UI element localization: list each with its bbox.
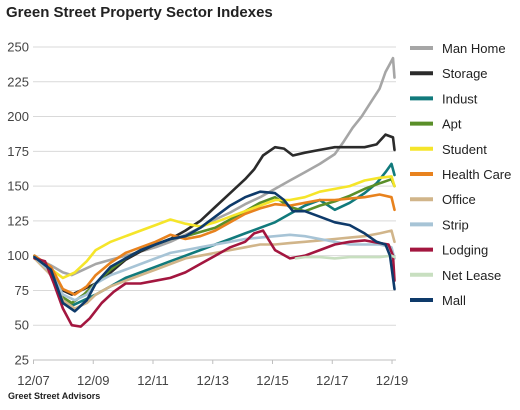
legend-label-strip: Strip <box>442 217 469 232</box>
legend-label-mall: Mall <box>442 293 466 308</box>
series-line-storage <box>33 133 396 296</box>
source-note: Greet Street Advisors <box>8 391 101 401</box>
series-line-man-home <box>33 56 396 277</box>
legend-label-apt: Apt <box>442 117 462 132</box>
y-tick-label: 125 <box>7 213 29 228</box>
x-tick-label: 12/07 <box>17 373 50 388</box>
legend-label-man-home: Man Home <box>442 41 506 56</box>
y-tick-label: 50 <box>15 318 29 333</box>
legend-label-health-care: Health Care <box>442 167 511 182</box>
series-line-mall <box>33 190 396 313</box>
x-tick-label: 12/19 <box>376 373 409 388</box>
chart-title: Green Street Property Sector Indexes <box>6 4 273 21</box>
y-tick-label: 25 <box>15 353 29 368</box>
series-line-lodging <box>33 229 396 328</box>
x-tick-label: 12/17 <box>316 373 349 388</box>
legend-label-storage: Storage <box>442 66 488 81</box>
y-tick-label: 200 <box>7 109 29 124</box>
x-tick-label: 12/11 <box>137 373 169 388</box>
y-tick-label: 150 <box>7 179 29 194</box>
y-tick-label: 75 <box>15 283 29 298</box>
series-line-student <box>33 175 396 280</box>
legend-label-office: Office <box>442 192 476 207</box>
series-line-apt <box>33 177 396 305</box>
y-tick-label: 175 <box>7 144 29 159</box>
legend-label-student: Student <box>442 142 487 157</box>
series-line-net-lease <box>294 254 396 260</box>
y-tick-label: 100 <box>7 248 29 263</box>
legend-label-indust: Indust <box>442 91 478 106</box>
y-tick-label: 250 <box>7 40 29 55</box>
legend-label-net-lease: Net Lease <box>442 268 501 283</box>
x-tick-label: 12/13 <box>196 373 229 388</box>
legend-label-lodging: Lodging <box>442 243 488 258</box>
x-tick-label: 12/15 <box>256 373 289 388</box>
series-line-office <box>33 229 396 310</box>
series-line-health-care <box>33 193 396 296</box>
y-tick-label: 225 <box>7 74 29 89</box>
x-tick-label: 12/09 <box>77 373 110 388</box>
